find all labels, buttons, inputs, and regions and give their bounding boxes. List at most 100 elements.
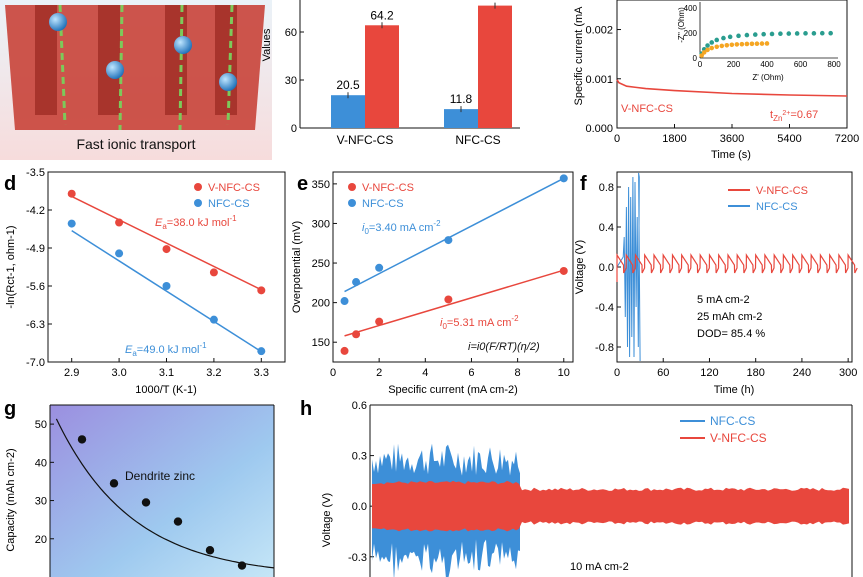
c-inset-point [778, 31, 783, 37]
c-inset-point [724, 43, 730, 48]
c-inset-point [759, 41, 765, 46]
c-inset-y-tick-label: 400 [684, 4, 698, 13]
d-y-tick-label: -7.0 [26, 357, 45, 369]
d-point [162, 245, 171, 254]
e-tick-labels: 0 2 4 6 8 10 150 200 250 300 350 [312, 179, 570, 379]
zinc-ion-icon [174, 36, 192, 54]
e-x-tick-label: 10 [558, 367, 570, 379]
f-series-nfc-cs [616, 172, 641, 362]
f-tick-labels: 0 60 120 180 240 300 0.8 0.4 0.0 -0.4 -0.8 [595, 182, 857, 379]
d-point [67, 219, 76, 228]
h-tick-labels: 0.6 0.3 0.0 -0.3 [348, 400, 374, 564]
e-x-tick-label: 2 [376, 367, 382, 379]
e-fit-line [344, 177, 565, 293]
c-series-v-nfc-cs [616, 79, 848, 97]
d-point [257, 347, 266, 356]
h-y-tick-label: 0.6 [352, 400, 367, 412]
e-y-tick-label: 350 [312, 179, 330, 191]
panel-b: Values 0 30 60 V-NFC-CS NFC-CS 20.5 11.8 64.2 [261, 0, 520, 147]
zinc-ion-icon [49, 13, 67, 31]
panel-g: g Capacity (mAh cm-2) Dendrite zinc 50 40… [4, 398, 275, 577]
e-point [340, 346, 349, 355]
d-x-tick-label: 3.2 [206, 367, 221, 379]
c-inset-point [734, 42, 740, 47]
e-point [444, 295, 453, 304]
e-point [375, 263, 384, 272]
d-point [115, 218, 124, 227]
panel-h: h Voltage (V) 0.6 0.3 0.0 -0.3 NFC-CS V-NFC… [300, 398, 853, 577]
c-inset-point [752, 32, 758, 37]
f-y-tick-label: -0.8 [595, 342, 614, 354]
d-point [209, 315, 218, 324]
host-channel [98, 5, 120, 115]
c-inset-point [764, 41, 770, 46]
d-fit-line [71, 195, 262, 291]
c-inset-point [803, 31, 808, 36]
d-point [162, 282, 171, 290]
d-activation-energy-nfc-cs: Ea=49.0 kJ mol-1 [125, 341, 207, 358]
h-series-v-nfc-cs [372, 480, 849, 532]
c-inset-point [749, 41, 755, 47]
f-x-tick-label: 180 [747, 367, 765, 379]
e-butler-volmer-formula: i=i0(F/RT)(η/2) [468, 341, 540, 353]
e-x-axis-label: Specific current (mA cm-2) [388, 384, 518, 396]
e-x-tick-label: 0 [330, 367, 336, 379]
d-x-tick-label: 3.3 [254, 367, 269, 379]
panel-letter-f: f [580, 173, 587, 195]
e-point [559, 174, 568, 183]
g-y-tick-label: 20 [35, 534, 47, 546]
f-y-tick-label: -0.4 [595, 302, 614, 314]
e-y-tick-label: 150 [312, 337, 330, 349]
f-note-capacity: 25 mAh cm-2 [697, 311, 762, 323]
b-category-label: NFC-CS [455, 133, 500, 147]
g-point [77, 435, 87, 444]
e-exchange-current-nfc-cs: i0=3.40 mA cm-2 [362, 219, 441, 236]
panel-c: Specific current (mA Time (s) 0 1800 3600 5… [573, 0, 859, 161]
panel-letter-g: g [4, 398, 16, 420]
b-bar [478, 5, 512, 129]
d-legend-label: V-NFC-CS [208, 182, 260, 194]
c-inset-x-tick-label: 600 [794, 60, 808, 69]
c-tick-labels: 0 1800 3600 5400 7200 0.000 0.001 0.002 [585, 25, 859, 145]
e-legend-marker [348, 199, 356, 207]
d-x-axis-label: 1000/T (K-1) [135, 384, 197, 396]
f-note-current: 5 mA cm-2 [697, 294, 750, 306]
panel-a: Fast ionic transport [0, 0, 272, 160]
e-plot-frame [332, 171, 574, 363]
b-data-label: 20.5 [336, 78, 360, 92]
zinc-host-structure [5, 5, 265, 130]
c-inset-marks: 0 200 400 600 800 0 200 400 [684, 4, 842, 69]
host-channel [35, 5, 57, 115]
c-inset-point [701, 50, 707, 55]
c-inset-x-tick-label: 800 [827, 60, 841, 69]
c-x-tick-label: 1800 [662, 133, 686, 145]
c-inset [697, 2, 842, 68]
g-region-label: Dendrite zinc [125, 469, 195, 483]
f-y-axis-label: Voltage (V) [574, 240, 586, 294]
c-inset-point [714, 37, 720, 43]
c-inset-x-tick-label: 200 [727, 60, 741, 69]
h-note-current: 10 mA cm-2 [570, 561, 629, 573]
g-point [141, 498, 151, 507]
c-series-label: V-NFC-CS [621, 103, 673, 115]
e-point [352, 330, 361, 339]
g-marks [55, 418, 275, 570]
h-y-tick-label: -0.3 [348, 552, 367, 564]
g-point [237, 561, 247, 570]
b-bar [365, 25, 399, 129]
e-x-tick-label: 4 [422, 367, 428, 379]
c-inset-point [744, 41, 750, 47]
c-inset-point [727, 34, 733, 40]
f-legend-label: NFC-CS [756, 201, 798, 213]
e-point [352, 278, 361, 287]
d-legend-marker [194, 199, 202, 207]
c-inset-x-tick-label: 0 [698, 60, 703, 69]
panel-letter-d: d [4, 173, 16, 195]
d-y-tick-label: -4.9 [26, 243, 45, 255]
g-y-axis-label: Capacity (mAh cm-2) [5, 448, 17, 551]
c-y-tick-label: 0.001 [585, 74, 613, 86]
c-x-tick-label: 7200 [835, 133, 859, 145]
d-legend-label: NFC-CS [208, 198, 250, 210]
c-x-axis-label: Time (s) [711, 149, 751, 161]
b-bar [331, 95, 365, 128]
